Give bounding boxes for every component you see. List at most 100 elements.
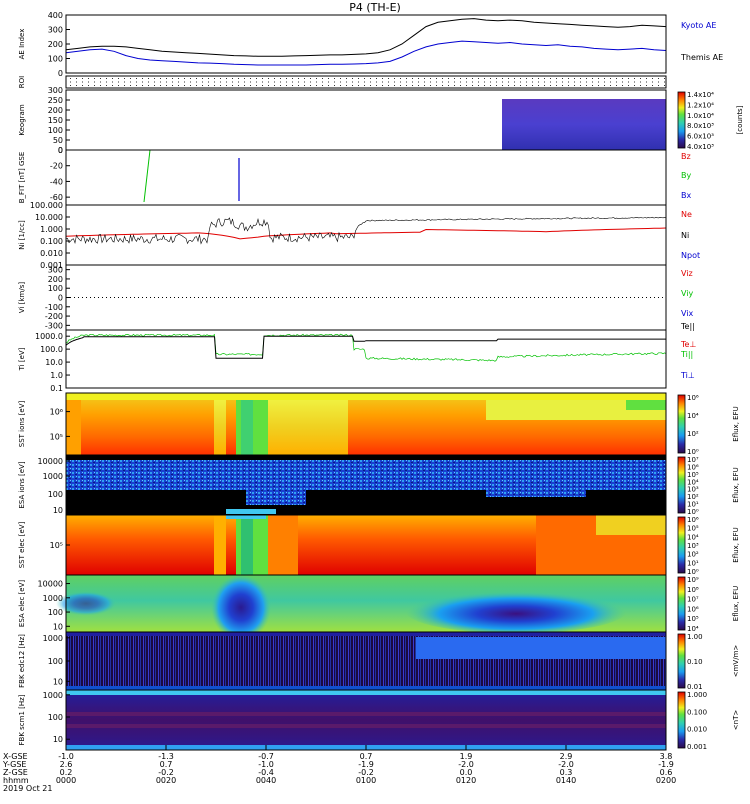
- roi-dot: [592, 78, 593, 79]
- keogram-colorbar-tick: 6.0x10³: [687, 133, 714, 141]
- esa_ion-colorbar-tick: 10²: [687, 493, 699, 501]
- roi-dot: [286, 85, 287, 86]
- roi-dot: [196, 78, 197, 79]
- roi-dot: [364, 85, 365, 86]
- roi-dot: [442, 78, 443, 79]
- esa_elec-ylabel: ESA elec [eV]: [18, 580, 26, 627]
- roi-dot: [340, 85, 341, 86]
- roi-dot: [436, 78, 437, 79]
- roi-dot: [256, 78, 257, 79]
- roi-dot: [346, 85, 347, 86]
- ae-ylabel: AE Index: [18, 29, 26, 60]
- roi-dot: [556, 78, 557, 79]
- sst_ion-colorbar-tick: 10²: [687, 430, 699, 438]
- sst_ion-ylabel: SST ions [eV]: [18, 400, 26, 447]
- roi-dot: [310, 81, 311, 83]
- roi-dot: [634, 85, 635, 86]
- roi-dot: [514, 81, 515, 83]
- roi-dot: [298, 78, 299, 79]
- sst_elec-colorbar-tick: 10³: [687, 542, 699, 550]
- esa_elec-colorbar: [677, 576, 686, 631]
- roi-dot: [544, 85, 545, 86]
- roi-dot: [406, 81, 407, 83]
- roi-dot: [490, 81, 491, 83]
- velocity-legend-1: Viy: [681, 289, 694, 298]
- roi-dot: [316, 81, 317, 83]
- roi-dot: [448, 85, 449, 86]
- roi-dot: [142, 81, 143, 83]
- roi-dot: [598, 78, 599, 79]
- keogram-ytick-label: 250: [48, 96, 63, 105]
- bfield-ytick-label: -60: [50, 193, 63, 202]
- fbk_edc-colorbar-label: <mV/m>: [732, 645, 740, 678]
- ae-legend-1: Themis AE: [680, 53, 723, 62]
- roi-dot: [106, 78, 107, 79]
- roi-dot: [352, 78, 353, 79]
- roi-dot: [472, 78, 473, 79]
- fbk-scm-band: [66, 690, 666, 695]
- density-legend-2: Npot: [681, 251, 700, 260]
- keogram-ytick-label: 50: [53, 136, 63, 145]
- time-tick-label: 0.0: [460, 768, 473, 777]
- keogram-colorbar: [677, 91, 686, 149]
- roi-dot: [220, 81, 221, 83]
- roi-dot: [640, 78, 641, 79]
- roi-dot: [526, 85, 527, 86]
- roi-dot: [94, 81, 95, 83]
- roi-dot: [184, 78, 185, 79]
- roi-dot: [304, 78, 305, 79]
- esa_ion-colorbar: [677, 456, 686, 514]
- velocity-ytick-label: -100: [45, 303, 63, 312]
- roi-dot: [628, 78, 629, 79]
- roi-dot: [274, 78, 275, 79]
- roi-dot: [652, 81, 653, 83]
- roi-dot: [640, 85, 641, 86]
- roi-dot: [604, 81, 605, 83]
- roi-dot: [400, 85, 401, 86]
- roi-dot: [250, 85, 251, 86]
- roi-dot: [574, 85, 575, 86]
- roi-dot: [130, 85, 131, 86]
- ae-frame: [65, 14, 667, 74]
- roi-dot: [292, 78, 293, 79]
- sst_elec-colorbar-tick: 10⁵: [687, 525, 699, 533]
- sst_ion-colorbar-label: Eflux, EFU: [732, 406, 740, 441]
- roi-dot: [400, 78, 401, 79]
- keogram-colorbar-tick: 4.0x10³: [687, 143, 714, 151]
- fbk_edc-colorbar: [677, 633, 686, 689]
- roi-dot: [286, 81, 287, 83]
- roi-dot: [382, 85, 383, 86]
- time-tick-label: 0200: [656, 776, 676, 785]
- sst-ion-topband: [66, 393, 666, 400]
- roi-dot: [622, 81, 623, 83]
- roi-dot: [358, 81, 359, 83]
- roi-dot: [460, 78, 461, 79]
- roi-dot: [544, 81, 545, 83]
- roi-dot: [616, 81, 617, 83]
- velocity-ytick-label: 0: [58, 294, 63, 303]
- bfield-legend-1: By: [681, 171, 691, 180]
- esa_ion-colorbar-label: Eflux, EFU: [732, 467, 740, 502]
- roi-dot: [394, 78, 395, 79]
- roi-dot: [160, 85, 161, 86]
- roi-dot: [646, 78, 647, 79]
- density-legend-0: Ne: [681, 210, 692, 219]
- roi-dot: [466, 78, 467, 79]
- roi-dot: [472, 85, 473, 86]
- time-row-label: hhmm: [3, 776, 29, 785]
- roi-dot: [262, 85, 263, 86]
- fbk_scm-colorbar-tick: 1.000: [687, 691, 707, 699]
- roi-dot: [436, 81, 437, 83]
- sst_elec-colorbar: [677, 516, 686, 574]
- roi-dot: [496, 81, 497, 83]
- temperature-frame: [65, 329, 667, 389]
- fbk_scm-colorbar-tick: 0.010: [687, 726, 707, 734]
- sst-ion-col: [214, 400, 226, 455]
- roi-dot: [526, 78, 527, 79]
- roi-dot: [208, 85, 209, 86]
- sst-el-col: [268, 515, 298, 575]
- time-tick-label: -0.4: [258, 768, 274, 777]
- plot-title: P4 (TH-E): [349, 1, 401, 14]
- roi-dot: [604, 78, 605, 79]
- time-tick-label: 0100: [356, 776, 376, 785]
